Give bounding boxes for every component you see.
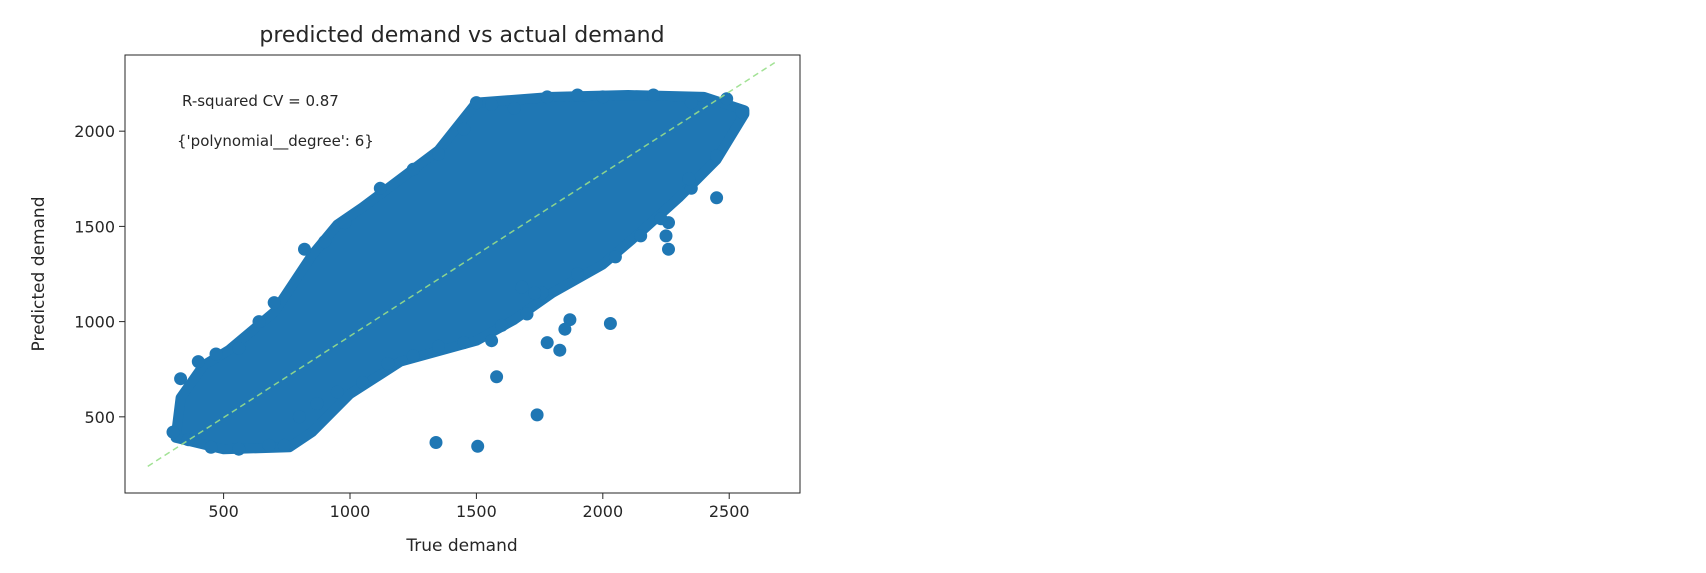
scatter-point (540, 90, 554, 104)
scatter-point (204, 440, 218, 454)
y-axis-label: Predicted demand (29, 196, 49, 351)
scatter-point (209, 347, 223, 361)
outlier-point (682, 172, 696, 186)
scatter-point (684, 96, 698, 110)
scatter-point (381, 357, 395, 370)
x-tick-label: 2000 (582, 502, 623, 521)
scatter-point (432, 147, 445, 161)
scatter-point (373, 181, 387, 195)
scatter-point (608, 250, 622, 264)
point-cloud-layer (166, 88, 750, 456)
scatter-point (485, 98, 499, 111)
outlier-point (603, 317, 617, 330)
x-tick-label: 1500 (456, 502, 497, 521)
outlier-point (654, 212, 668, 226)
reference-line-layer (147, 61, 776, 467)
outlier-point (490, 370, 504, 384)
scatter-point (191, 355, 205, 369)
chart-title: predicted demand vs actual demand (259, 23, 664, 48)
scatter-point (432, 339, 445, 353)
reference-line (147, 61, 776, 467)
scatter-point (310, 397, 324, 410)
scatter-point (406, 349, 420, 363)
outlier-point (710, 191, 724, 205)
outlier-point (659, 229, 673, 243)
scatter-point (720, 92, 734, 106)
r-squared-annotation: R-squared CV = 0.87 (182, 92, 339, 110)
scatter-point (571, 267, 584, 281)
scatter-point (298, 242, 311, 256)
scatter-point (596, 90, 610, 104)
scatter-point (485, 334, 499, 348)
scatter-point (457, 336, 471, 350)
outlier-point (471, 439, 485, 453)
y-tick-label: 1500 (74, 217, 115, 236)
outlier-point (540, 336, 554, 350)
scatter-point (634, 229, 648, 243)
outlier-point (662, 242, 675, 256)
outlier-point (429, 436, 443, 449)
plot-area-frame (124, 54, 801, 494)
scatter-point (406, 162, 420, 176)
x-tick-label: 2500 (709, 502, 750, 521)
scatter-point (277, 438, 291, 452)
scatter-point (330, 385, 344, 399)
y-tick-label: 2000 (74, 122, 115, 141)
scatter-point (166, 425, 180, 439)
scatter-point (735, 105, 749, 119)
scatter-point (507, 101, 521, 115)
scatter-point (292, 410, 306, 424)
scatter-point (520, 307, 534, 321)
scatter-point (181, 433, 195, 447)
outlier-point (515, 280, 529, 294)
outlier-point (528, 286, 542, 300)
best-params-annotation: {'polynomial__degree': 6} (177, 132, 374, 151)
scatter-point (174, 372, 188, 386)
outlier-point (558, 322, 572, 336)
y-axis-ticks: 500 1000 1500 2000 (74, 122, 125, 427)
scatter-point (710, 149, 724, 163)
scatter-point (318, 235, 332, 249)
scatter-point (356, 376, 370, 389)
outlier-point (553, 343, 567, 357)
scatter-point (252, 315, 266, 329)
x-axis-label: True demand (405, 536, 517, 556)
scatter-point (495, 318, 509, 332)
x-axis-ticks: 500 1000 1500 2000 2500 (208, 493, 750, 521)
scatter-point (262, 438, 276, 452)
scatter-point (232, 341, 246, 355)
scatter-point (457, 122, 471, 136)
scatter-point (646, 88, 660, 102)
scatter-point (232, 442, 246, 456)
scatter-point (267, 296, 281, 310)
x-tick-label: 500 (208, 502, 239, 521)
outlier-point (530, 408, 544, 422)
scatter-point (338, 216, 352, 230)
y-tick-label: 1000 (74, 313, 115, 332)
y-tick-label: 500 (84, 408, 115, 427)
scatter-point (469, 96, 483, 110)
x-tick-label: 1000 (330, 502, 371, 521)
scatter-point (571, 88, 584, 102)
